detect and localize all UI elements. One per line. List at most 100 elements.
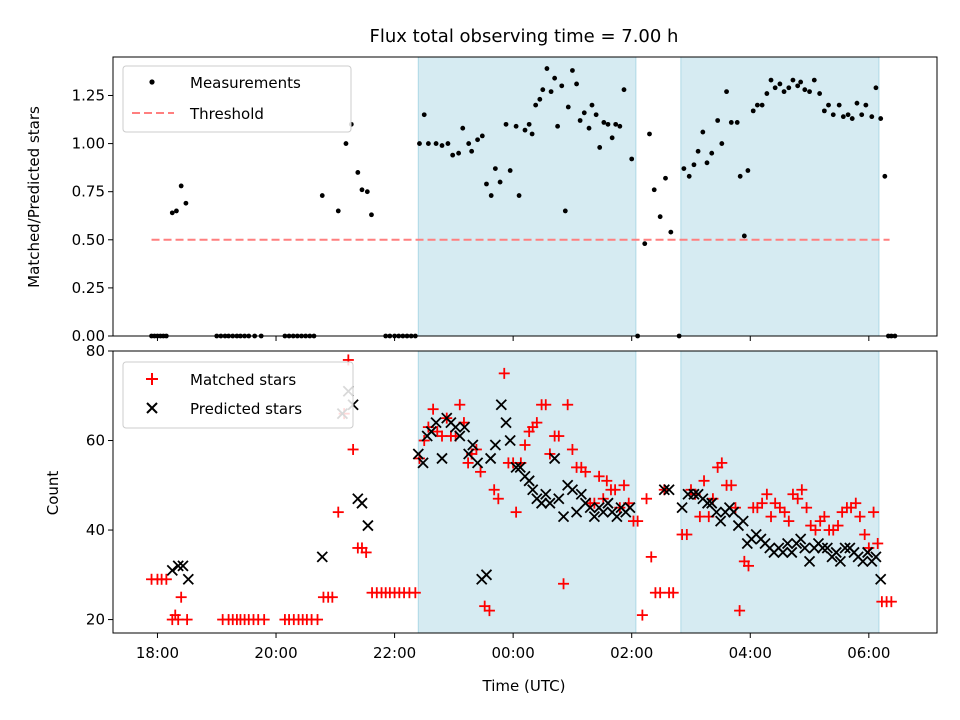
x-tick-label: 18:00 <box>136 644 179 662</box>
measurement-point <box>691 162 697 168</box>
measurement-point <box>178 183 184 189</box>
matched-star-point <box>667 587 679 599</box>
predicted-star-point <box>857 555 869 568</box>
matched-star-point <box>681 529 693 541</box>
measurement-point <box>488 193 494 198</box>
measurement-point <box>574 81 579 87</box>
measurement-point <box>369 212 374 218</box>
measurement-point <box>355 170 361 175</box>
measurement-point <box>621 87 627 93</box>
measurement-point <box>863 102 869 108</box>
measurement-point <box>581 110 587 116</box>
measurement-point <box>826 102 831 108</box>
predicted-star-point <box>362 519 374 532</box>
matched-star-point <box>725 479 737 491</box>
predicted-star-point <box>688 488 700 500</box>
predicted-star-point <box>584 502 596 514</box>
predicted-star-point <box>624 502 636 514</box>
y-tick-label: 0.25 <box>72 279 105 297</box>
measurement-point <box>807 89 812 95</box>
measurement-point <box>873 85 879 91</box>
measurement-point <box>540 87 546 93</box>
matched-star-point <box>312 614 324 626</box>
measurement-point <box>811 77 817 83</box>
measurement-point <box>439 143 445 148</box>
predicted-star-point <box>523 475 535 487</box>
predicted-star-point <box>570 506 583 518</box>
matched-star-point <box>553 430 565 442</box>
measurement-point <box>617 123 623 129</box>
matched-star-point <box>540 399 552 411</box>
measurement-point <box>728 120 734 125</box>
predicted-star-point <box>597 506 609 518</box>
measurement-point <box>479 133 485 139</box>
measurement-point <box>417 141 422 146</box>
predicted-star-point <box>510 461 522 474</box>
matched-star-point <box>326 591 338 603</box>
legend-measurements-label: Measurements <box>190 74 301 92</box>
matched-star-point <box>492 493 504 505</box>
matched-star-point <box>531 417 543 429</box>
measurement-point <box>647 131 652 137</box>
chart-title: Flux total observing time = 7.00 h <box>370 26 679 47</box>
matched-star-point <box>796 484 808 496</box>
predicted-star-point <box>316 551 328 563</box>
matched-star-point <box>462 457 474 469</box>
top-shaded-regions <box>417 56 880 337</box>
measurement-point <box>759 102 765 108</box>
matched-star-point <box>488 484 500 496</box>
measurement-point <box>777 81 783 87</box>
measurement-point <box>629 156 635 162</box>
x-tick-label: 22:00 <box>373 644 416 662</box>
legend-predicted-marker <box>146 402 158 414</box>
matched-star-point <box>601 475 613 487</box>
matched-star-point <box>558 578 570 590</box>
matched-star-point <box>519 439 531 451</box>
matched-star-point <box>498 367 510 379</box>
matched-star-point <box>734 605 746 617</box>
measurement-point <box>719 141 725 146</box>
measurement-point <box>836 102 842 108</box>
measurement-point <box>425 141 431 146</box>
measurement-point <box>497 179 503 185</box>
measurement-point <box>642 241 648 247</box>
matched-star-point <box>593 470 605 482</box>
matched-star-point <box>332 506 344 518</box>
measurement-point <box>750 108 756 114</box>
matched-star-point <box>483 605 495 617</box>
matched-star-point <box>792 493 804 505</box>
measurement-point <box>507 168 513 173</box>
predicted-star-point <box>816 542 829 554</box>
measurement-point <box>613 121 619 127</box>
measurement-point <box>529 131 535 137</box>
matched-star-point <box>818 511 830 523</box>
predicted-star-point <box>495 399 507 411</box>
matched-star-point <box>609 484 621 496</box>
measurement-point <box>544 66 550 71</box>
bottom-x-ticks: 18:00 20:00 22:00 00:00 02:00 04:00 06:00 <box>136 633 890 662</box>
y-tick-label: 40 <box>86 521 105 539</box>
measurement-point <box>795 83 801 89</box>
y-tick-label: 1.00 <box>72 135 105 153</box>
measurement-point <box>745 168 751 173</box>
measurement-point <box>586 125 592 131</box>
x-tick-label: 04:00 <box>729 644 772 662</box>
predicted-star-point <box>417 457 429 469</box>
measurement-point <box>734 120 740 125</box>
predicted-star-point <box>701 497 714 509</box>
predicted-star-point <box>875 573 887 585</box>
predicted-star-point <box>803 555 816 568</box>
measurement-point <box>559 83 565 89</box>
measurement-points <box>149 66 898 339</box>
matched-star-point <box>756 497 768 509</box>
measurement-point <box>526 121 532 127</box>
predicted-star-point <box>430 416 442 429</box>
legend-matched-marker <box>146 373 158 385</box>
measurement-point <box>460 125 466 131</box>
measurement-point <box>484 181 489 187</box>
measurement-point <box>589 102 595 108</box>
matched-star-point <box>160 573 172 585</box>
predicted-star-point <box>540 488 552 500</box>
measurement-point <box>681 166 687 172</box>
predicted-star-point <box>781 537 794 550</box>
